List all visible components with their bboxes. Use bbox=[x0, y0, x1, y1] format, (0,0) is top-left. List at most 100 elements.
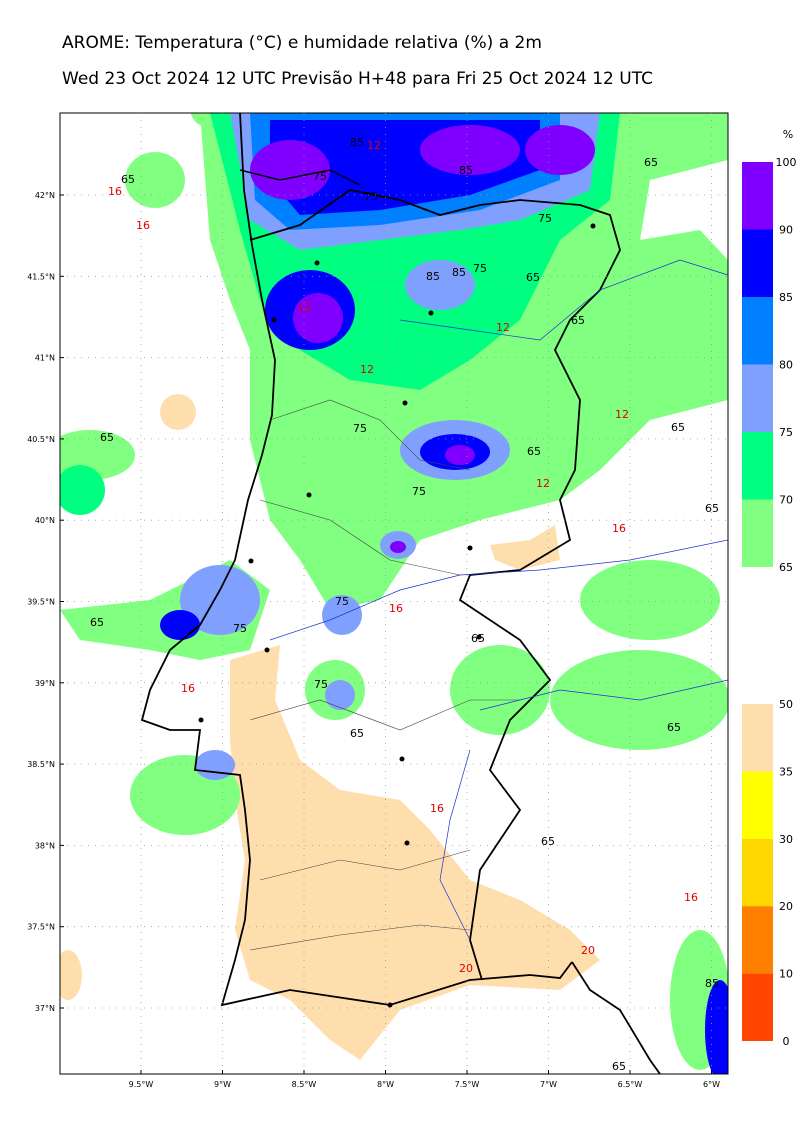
colorbar-segment bbox=[742, 973, 773, 1041]
contour-label: 65 bbox=[667, 721, 681, 734]
colorbar-segment bbox=[742, 162, 773, 230]
contour-label: 12 bbox=[297, 301, 311, 314]
colorbar-label: 20 bbox=[779, 900, 793, 913]
lat-tick-label: 41.5°N bbox=[27, 272, 55, 281]
lon-tick-label: 8°W bbox=[377, 1080, 394, 1089]
warm-area bbox=[490, 525, 560, 570]
colorbar-label: 35 bbox=[779, 765, 793, 778]
contour-label: 65 bbox=[90, 616, 104, 629]
contour-label: 20 bbox=[581, 944, 595, 957]
contour-label: 16 bbox=[430, 802, 444, 815]
contour-label: 16 bbox=[108, 185, 122, 198]
colorbar-label: 0 bbox=[783, 1035, 790, 1048]
colorbar-label: 30 bbox=[779, 833, 793, 846]
lat-tick-label: 39°N bbox=[35, 679, 55, 688]
contour-label: 16 bbox=[181, 682, 195, 695]
colorbar-label: 90 bbox=[779, 224, 793, 237]
coastline bbox=[571, 961, 661, 1074]
warm-area bbox=[60, 950, 82, 1000]
colorbar-label: 70 bbox=[779, 494, 793, 507]
contour-label: 65 bbox=[644, 156, 658, 169]
humidity-area bbox=[325, 680, 355, 710]
lat-tick-label: 37.5°N bbox=[27, 923, 55, 932]
contour-label: 85 bbox=[452, 266, 466, 279]
colorbar-unit: % bbox=[783, 128, 793, 141]
contour-label: 65 bbox=[526, 271, 540, 284]
contour-label: 16 bbox=[612, 522, 626, 535]
contour-label: 75 bbox=[335, 595, 349, 608]
contour-label: 65 bbox=[571, 314, 585, 327]
humidity-area bbox=[160, 610, 200, 640]
contour-label: 75 bbox=[473, 262, 487, 275]
contour-label: 12 bbox=[367, 139, 381, 152]
humidity-area bbox=[60, 465, 105, 515]
contour-label: 65 bbox=[671, 421, 685, 434]
river bbox=[439, 749, 471, 941]
humidity-area bbox=[445, 445, 475, 465]
lon-tick-label: 6.5°W bbox=[618, 1080, 643, 1089]
humidity-area bbox=[125, 152, 185, 208]
subtitle: Wed 23 Oct 2024 12 UTC Previsão H+48 par… bbox=[62, 69, 653, 89]
humidity-area bbox=[405, 260, 475, 310]
border bbox=[249, 189, 621, 981]
lat-tick-label: 38.5°N bbox=[27, 760, 55, 769]
colorbar-segment bbox=[742, 704, 773, 772]
contour-label: 85 bbox=[705, 977, 719, 990]
river bbox=[269, 539, 728, 641]
contour-label: 65 bbox=[527, 445, 541, 458]
colorbar-segment bbox=[742, 838, 773, 907]
colorbar-label: 85 bbox=[779, 291, 793, 304]
map-frame bbox=[59, 112, 729, 1075]
contour-label: 12 bbox=[496, 321, 510, 334]
contour-label: 65 bbox=[705, 502, 719, 515]
colorbar-label: 65 bbox=[779, 561, 793, 574]
lat-tick-label: 40.5°N bbox=[27, 435, 55, 444]
contour-label: 20 bbox=[459, 962, 473, 975]
contour-label: 75 bbox=[538, 212, 552, 225]
contour-label: 75 bbox=[314, 678, 328, 691]
lat-tick-label: 37°N bbox=[35, 1004, 55, 1013]
colorbar-segment bbox=[742, 906, 773, 974]
colorbar-segment bbox=[742, 499, 773, 567]
humidity-area bbox=[525, 125, 595, 175]
lat-tick-label: 40°N bbox=[35, 516, 55, 525]
district-line bbox=[249, 924, 471, 951]
contour-label: 75 bbox=[412, 485, 426, 498]
contour-label: 75 bbox=[313, 170, 327, 183]
contour-label: 85 bbox=[350, 136, 364, 149]
district-line bbox=[269, 399, 471, 471]
lat-tick-label: 41°N bbox=[35, 354, 55, 363]
title: AROME: Temperatura (°C) e humidade relat… bbox=[62, 33, 542, 53]
humidity-area bbox=[450, 645, 550, 735]
lon-tick-label: 7°W bbox=[540, 1080, 557, 1089]
lon-tick-label: 8.5°W bbox=[292, 1080, 317, 1089]
warm-area bbox=[230, 645, 600, 1060]
humidity-area bbox=[390, 541, 406, 553]
humidity-area bbox=[580, 560, 720, 640]
colorbar-segment bbox=[742, 432, 773, 500]
colorbar-segment bbox=[742, 229, 773, 297]
coastline bbox=[140, 113, 573, 1007]
river bbox=[399, 259, 728, 341]
lon-tick-label: 9°W bbox=[214, 1080, 231, 1089]
border bbox=[239, 169, 361, 186]
contour-label: 12 bbox=[615, 408, 629, 421]
contour-label: 16 bbox=[389, 602, 403, 615]
contour-label: 75 bbox=[364, 190, 378, 203]
warm-area bbox=[160, 394, 196, 430]
contour-label: 75 bbox=[233, 622, 247, 635]
contour-label: 12 bbox=[360, 363, 374, 376]
humidity-area bbox=[250, 140, 330, 200]
contour-label: 65 bbox=[100, 431, 114, 444]
colorbar-label: 80 bbox=[779, 359, 793, 372]
district-line bbox=[249, 699, 520, 731]
colorbar-segment bbox=[742, 771, 773, 839]
colorbar-label: 100 bbox=[776, 156, 797, 169]
humidity-area bbox=[293, 293, 343, 343]
contour-label: 65 bbox=[471, 632, 485, 645]
lat-tick-label: 42°N bbox=[35, 191, 55, 200]
axes: 42°N 41.5°N 41°N 40.5°N 40°N 39.5°N 39°N 38.5°N… bbox=[27, 113, 728, 1089]
